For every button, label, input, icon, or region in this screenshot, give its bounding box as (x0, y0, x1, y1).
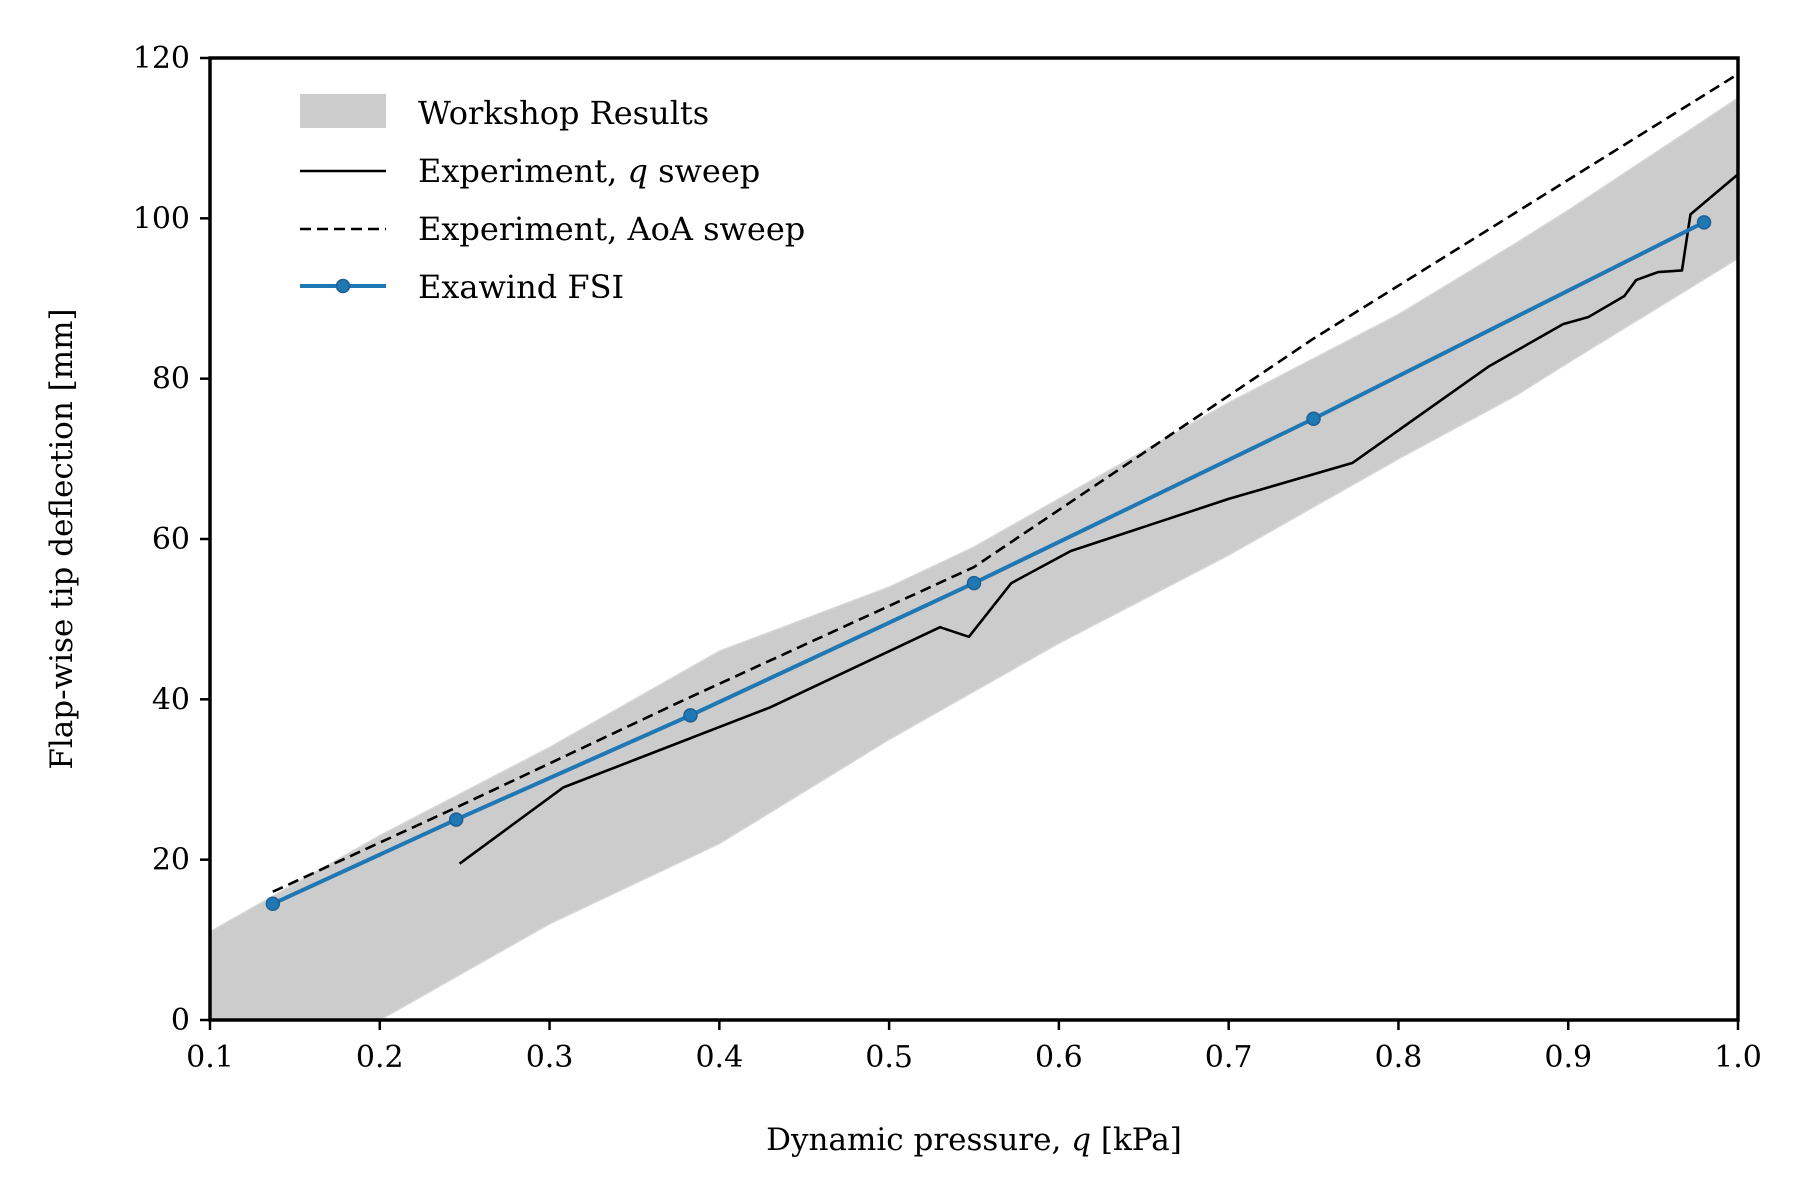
x-tick-label: 0.4 (695, 1040, 743, 1075)
data-point-exawind-fsi (448, 812, 464, 827)
x-axis-title-var: q (1071, 1122, 1091, 1158)
x-tick-label: 1.0 (1714, 1040, 1762, 1075)
workshop-results-band (210, 97, 1738, 1020)
x-tick-label: 0.2 (356, 1040, 404, 1075)
data-point-exawind-fsi (683, 708, 698, 723)
legend-label-q-sweep-suffix: sweep (648, 152, 760, 190)
plot-area (210, 72, 1738, 1020)
data-point-exawind-fsi (966, 575, 982, 591)
legend: Workshop Results Experiment, q sweep Exp… (300, 94, 805, 306)
y-tick-label: 0 (171, 1003, 190, 1038)
y-tick-label: 60 (152, 522, 190, 557)
y-tick-label: 120 (133, 41, 190, 76)
series-line-experiment-q-sweep (458, 173, 1738, 865)
y-axis-title: Flap-wise tip deflection [mm] (44, 308, 80, 769)
legend-label-exawind-fsi: Exawind FSI (418, 268, 624, 306)
y-axis: 0 20 40 60 80 100 120 (133, 41, 210, 1038)
x-tick-label: 0.8 (1375, 1040, 1423, 1075)
legend-label-workshop-results: Workshop Results (418, 94, 709, 132)
x-tick-label: 0.3 (526, 1040, 574, 1075)
x-axis-title-suffix: [kPa] (1091, 1122, 1182, 1158)
data-point-exawind-fsi (1696, 215, 1712, 230)
legend-label-q-sweep: Experiment, q sweep (418, 152, 760, 190)
data-point-exawind-fsi (1306, 411, 1321, 426)
x-tick-label: 0.1 (186, 1040, 234, 1075)
legend-label-aoa-sweep: Experiment, AoA sweep (418, 210, 805, 248)
x-tick-label: 0.6 (1035, 1040, 1083, 1075)
x-tick-label: 0.9 (1544, 1040, 1592, 1075)
x-tick-label: 0.7 (1205, 1040, 1253, 1075)
legend-marker-exawind-fsi (335, 278, 351, 294)
series-line-exawind-fsi (271, 220, 1705, 906)
legend-label-q-sweep-var: q (627, 152, 647, 190)
x-axis-title-prefix: Dynamic pressure, (766, 1122, 1071, 1158)
y-tick-label: 80 (152, 362, 190, 397)
x-tick-label: 0.5 (865, 1040, 913, 1075)
legend-label-q-sweep-prefix: Experiment, (418, 152, 627, 190)
x-axis: 0.1 0.2 0.3 0.4 0.5 0.6 0.7 0.8 0.9 1.0 (186, 1020, 1762, 1075)
y-tick-label: 100 (133, 201, 190, 236)
y-tick-label: 20 (152, 843, 190, 878)
data-point-exawind-fsi (265, 896, 281, 912)
y-tick-label: 40 (152, 682, 190, 717)
series-line-experiment-aoa-sweep (272, 72, 1738, 893)
legend-swatch-workshop-results (300, 94, 386, 128)
x-axis-title: Dynamic pressure, q [kPa] (766, 1122, 1182, 1158)
